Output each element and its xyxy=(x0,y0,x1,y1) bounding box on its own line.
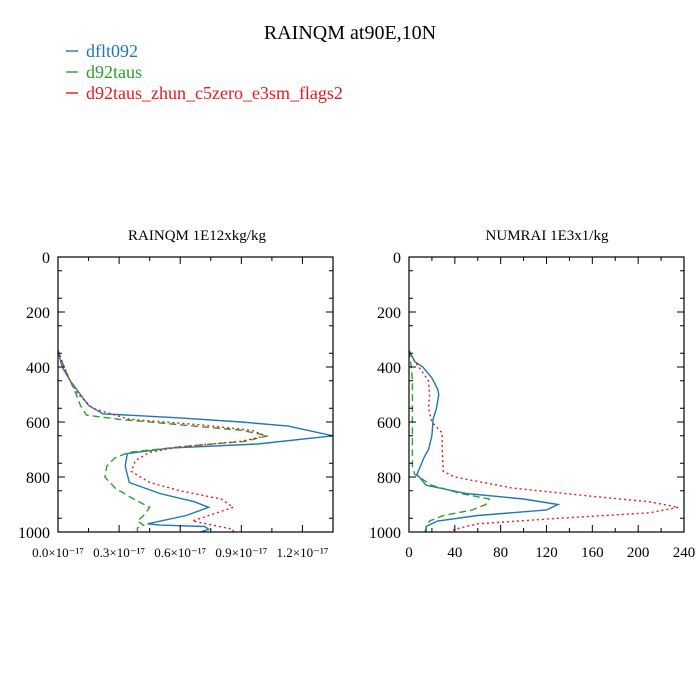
x-tick-label: 0.0×10⁻¹⁷ xyxy=(32,545,84,560)
legend-label: dflt092 xyxy=(86,41,138,61)
legend-label: d92taus xyxy=(86,62,142,82)
y-tick-label: 400 xyxy=(377,360,401,377)
y-tick-label: 1000 xyxy=(369,525,401,542)
panel-rainqm: RAINQM 1E12xkg/kg 0 200 400 600 800 1000 0.0×1… xyxy=(18,228,334,560)
panel-numrai-title: NUMRAI 1E3x1/kg xyxy=(486,228,609,244)
x-tick-label: 0.9×10⁻¹⁷ xyxy=(215,545,267,560)
y-tick-label: 600 xyxy=(26,415,50,432)
y-tick-label: 200 xyxy=(26,305,50,322)
panel-rainqm-title: RAINQM 1E12xkg/kg xyxy=(128,228,266,244)
series-line-dflt092 xyxy=(409,350,561,532)
x-tick-label: 0.3×10⁻¹⁷ xyxy=(93,545,145,560)
x-tick-label: 120 xyxy=(535,545,558,561)
y-tick-label: 800 xyxy=(26,470,50,487)
x-tick-label: 160 xyxy=(581,545,604,561)
y-tick-label: 600 xyxy=(377,415,401,432)
y-tick-label: 0 xyxy=(393,250,401,267)
x-tick-label: 240 xyxy=(673,545,696,561)
plot-frame xyxy=(57,256,334,533)
series-line-dflt092 xyxy=(58,350,333,532)
y-tick-label: 1000 xyxy=(18,525,50,542)
x-tick-label: 40 xyxy=(447,545,462,561)
y-tick-label: 800 xyxy=(377,470,401,487)
x-tick-label: 200 xyxy=(627,545,650,561)
legend: dflt092d92tausd92taus_zhun_c5zero_e3sm_f… xyxy=(66,41,343,103)
y-tick-label: 400 xyxy=(26,360,50,377)
series-line-d92taus xyxy=(409,350,491,532)
x-tick-label: 80 xyxy=(493,545,508,561)
x-tick-label: 1.2×10⁻¹⁷ xyxy=(277,545,329,560)
x-tick-label: 0.6×10⁻¹⁷ xyxy=(154,545,206,560)
series-line-d92taus xyxy=(58,350,268,532)
legend-label: d92taus_zhun_c5zero_e3sm_flags2 xyxy=(86,83,343,103)
y-tick-label: 0 xyxy=(42,250,50,267)
series-line-d92taus_zhun_c5zero_e3sm_flags2 xyxy=(58,350,269,532)
figure-title: RAINQM at90E,10N xyxy=(264,22,436,44)
series-line-d92taus_zhun_c5zero_e3sm_flags2 xyxy=(409,350,679,532)
x-tick-label: 0 xyxy=(405,545,413,561)
y-tick-label: 200 xyxy=(377,305,401,322)
